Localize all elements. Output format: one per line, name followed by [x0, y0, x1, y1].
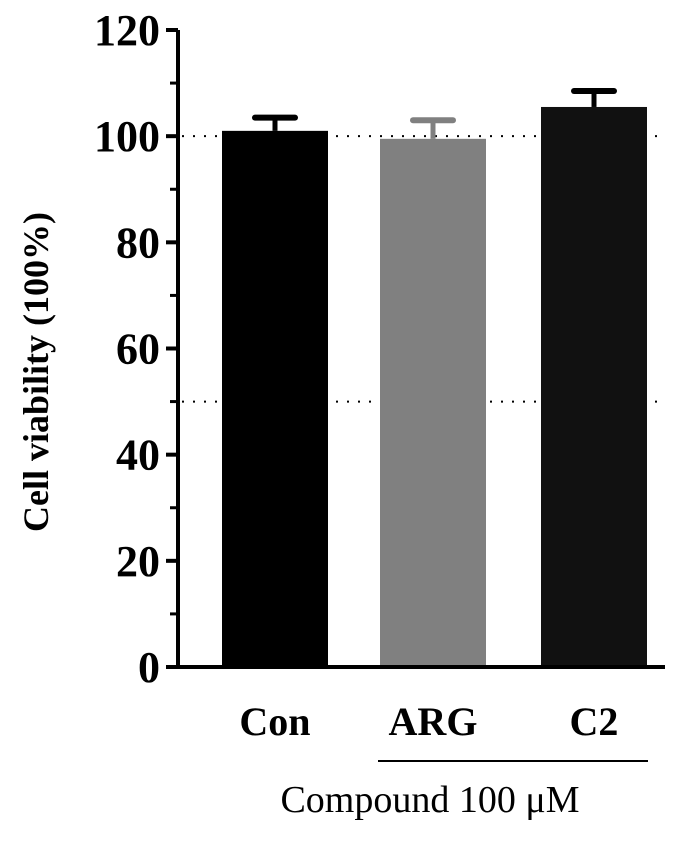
group-bracket-label: Compound 100 μM [280, 779, 579, 821]
bars [222, 106, 647, 668]
y-tick-label: 40 [116, 431, 160, 480]
bar [222, 130, 328, 667]
y-axis-label: Cell viability (100%) [16, 212, 56, 532]
y-tick-label: 100 [94, 112, 160, 161]
x-category-label: ARG [389, 699, 478, 744]
group-bracket: Compound 100 μM [280, 760, 648, 821]
x-category-label: Con [239, 699, 310, 744]
y-tick-label: 0 [138, 643, 160, 692]
error-bars [252, 88, 617, 139]
y-tick-label: 120 [94, 6, 160, 55]
y-axis: 0 20 40 60 80 100 120 [94, 6, 665, 692]
y-tick-label: 20 [116, 537, 160, 586]
x-category-label: C2 [570, 699, 619, 744]
y-tick-label: 80 [116, 218, 160, 267]
bar [541, 106, 647, 668]
x-category-labels: Con ARG C2 [239, 699, 618, 744]
bar [380, 138, 486, 668]
y-tick-label: 60 [116, 325, 160, 374]
